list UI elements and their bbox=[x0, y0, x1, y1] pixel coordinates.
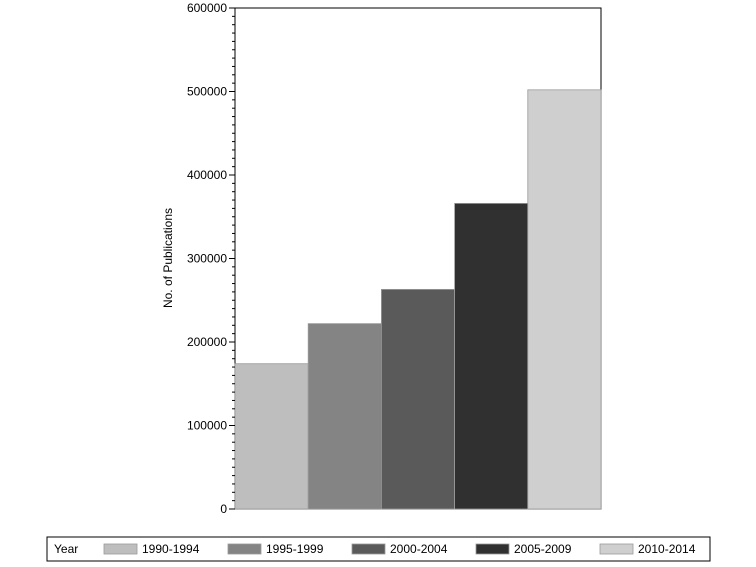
bar-2010-2014 bbox=[527, 89, 602, 510]
y-tick-label: 100000 bbox=[187, 419, 227, 433]
y-tick-label: 600000 bbox=[187, 1, 227, 15]
legend-label-2005-2009: 2005-2009 bbox=[514, 542, 572, 556]
legend-swatch-2005-2009 bbox=[475, 543, 510, 555]
y-tick-label: 0 bbox=[220, 502, 227, 516]
legend-label-1995-1999: 1995-1999 bbox=[266, 542, 324, 556]
y-axis-title: No. of Publications bbox=[161, 208, 175, 308]
legend: Year 1990-1994 1995-1999 2000-2004 2005-200… bbox=[46, 536, 711, 562]
y-axis: 0 100000 200000 300000 400000 500000 600000 bbox=[187, 1, 235, 516]
bars-group bbox=[234, 89, 602, 510]
legend-swatch-1995-1999 bbox=[227, 543, 262, 555]
y-tick-label: 200000 bbox=[187, 335, 227, 349]
legend-title: Year bbox=[54, 542, 78, 556]
y-tick-label: 500000 bbox=[187, 85, 227, 99]
legend-label-2000-2004: 2000-2004 bbox=[390, 542, 448, 556]
legend-swatch-1990-1994 bbox=[103, 543, 138, 555]
legend-swatch-2010-2014 bbox=[599, 543, 634, 555]
y-tick-label: 300000 bbox=[187, 252, 227, 266]
bar-1995-1999 bbox=[307, 323, 382, 510]
bar-2005-2009 bbox=[454, 202, 529, 510]
legend-label-2010-2014: 2010-2014 bbox=[638, 542, 696, 556]
legend-label-1990-1994: 1990-1994 bbox=[142, 542, 200, 556]
bar-1990-1994 bbox=[234, 363, 309, 510]
y-tick-label: 400000 bbox=[187, 168, 227, 182]
legend-swatch-2000-2004 bbox=[351, 543, 386, 555]
bar-2000-2004 bbox=[380, 288, 455, 510]
